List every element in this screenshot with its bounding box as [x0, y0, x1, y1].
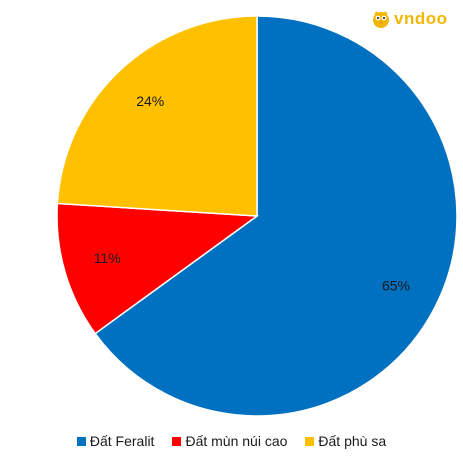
- pie-slice-2: [56, 202, 260, 335]
- legend-item-1: Đất Feralit: [76, 433, 155, 449]
- logo-text: vndoo: [394, 9, 448, 28]
- legend-label: Đất phù sa: [318, 433, 387, 449]
- legend-item-3: Đất phù sa: [305, 433, 386, 449]
- legend-swatch: [76, 436, 86, 446]
- pie-slice-1: [94, 15, 458, 417]
- legend-label: Đất Feralit: [89, 433, 155, 449]
- slice-label-2: 11%: [94, 250, 121, 266]
- slice-label-3: 24%: [136, 93, 164, 109]
- pie-slice-3: [56, 15, 258, 217]
- legend-swatch: [305, 436, 315, 446]
- legend: Đất Feralit Đất mùn núi cao Đất phù sa: [0, 433, 463, 449]
- legend-item-2: Đất mùn núi cao: [172, 433, 287, 449]
- vndoo-logo: vndoo: [370, 8, 448, 30]
- legend-swatch: [172, 436, 182, 446]
- owl-mascot-icon: [373, 11, 389, 28]
- slice-label-1: 65%: [382, 278, 410, 294]
- legend-label: Đất mùn núi cao: [185, 433, 288, 449]
